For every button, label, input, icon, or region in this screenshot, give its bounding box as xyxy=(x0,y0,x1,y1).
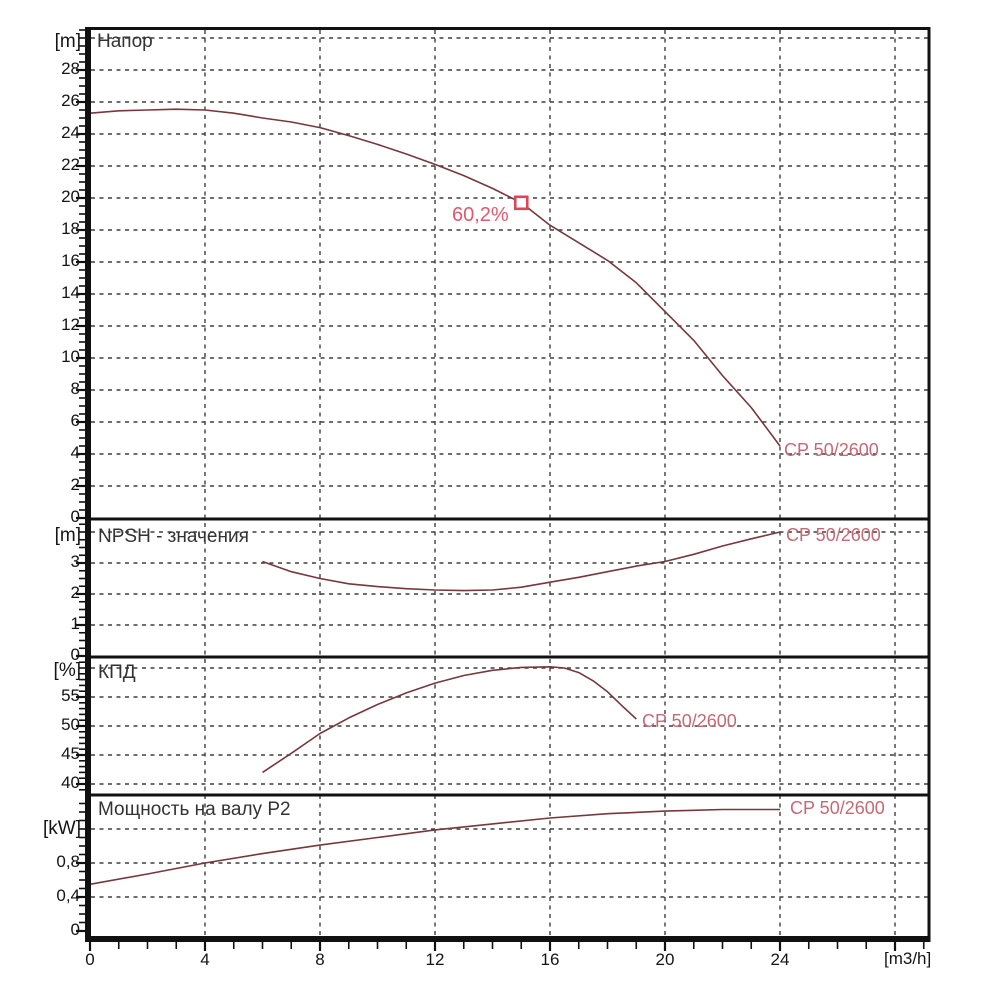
y-axis-bar xyxy=(85,27,91,942)
efficiency-panel-title: КПД xyxy=(98,662,136,683)
head-panel-title: Напор xyxy=(97,31,153,52)
head-curve-label: CP 50/2600 xyxy=(784,440,879,460)
eff-y-tick-label: 55 xyxy=(61,686,80,705)
head-y-tick-label: 28 xyxy=(61,59,80,78)
flow-axis-tick-label: 12 xyxy=(425,950,445,969)
head-y-tick-label: 26 xyxy=(61,91,80,110)
head-y-tick-label: 4 xyxy=(70,443,80,462)
power-axis-unit-label: [kW] xyxy=(43,818,81,839)
head-axis-unit-label: [m] xyxy=(54,31,81,52)
power-panel-title: Мощность на валу P2 xyxy=(98,799,291,820)
flow-axis-tick-label: 20 xyxy=(655,950,675,969)
eff-y-tick-label: 50 xyxy=(61,715,80,734)
npsh-y-tick-label: 0 xyxy=(70,645,80,664)
eff-y-tick-label: 45 xyxy=(61,744,80,763)
head-y-tick-label: 18 xyxy=(61,219,80,238)
head-y-tick-label: 22 xyxy=(61,155,80,174)
npsh-panel-title: NPSH - значения xyxy=(98,526,249,547)
head-y-tick-label: 8 xyxy=(70,379,80,398)
duty-point-efficiency-label: 60,2% xyxy=(452,204,509,226)
efficiency-curve-label: CP 50/2600 xyxy=(642,711,737,731)
p2-y-tick-label: 0,8 xyxy=(56,852,80,871)
npsh-y-tick-label: 2 xyxy=(70,583,80,602)
npsh-y-tick-label: 3 xyxy=(70,552,80,571)
npsh-curve-label: CP 50/2600 xyxy=(786,525,881,545)
flow-axis-tick-label: 24 xyxy=(770,950,790,969)
efficiency-axis-unit-label: [%] xyxy=(53,660,81,681)
npsh-axis-unit-label: [m] xyxy=(54,525,81,546)
head-y-tick-label: 14 xyxy=(61,283,80,302)
flow-axis-tick-label: 4 xyxy=(200,950,210,969)
x-axis-bar xyxy=(85,936,931,942)
head-y-tick-label: 6 xyxy=(70,411,80,430)
head-y-tick-label: 10 xyxy=(61,347,80,366)
npsh-curve xyxy=(262,531,781,592)
duty-point-marker[interactable] xyxy=(513,195,529,211)
flow-axis-tick-label: 16 xyxy=(540,950,560,969)
head-curve xyxy=(89,108,781,447)
head-y-tick-label: 24 xyxy=(61,123,80,142)
head-y-tick-label: 2 xyxy=(70,475,80,494)
npsh-y-tick-label: 1 xyxy=(70,614,80,633)
p2-y-tick-label: 0,4 xyxy=(56,886,80,905)
head-y-tick-label: 12 xyxy=(61,315,80,334)
eff-curve xyxy=(262,665,637,774)
eff-y-tick-label: 40 xyxy=(61,773,80,792)
p2-y-tick-label: 0 xyxy=(70,920,80,939)
head-y-tick-label: 16 xyxy=(61,251,80,270)
flow-axis-tick-label: 0 xyxy=(85,950,95,969)
head-y-tick-label: 20 xyxy=(61,187,80,206)
power-curve-label: CP 50/2600 xyxy=(790,798,885,818)
flow-axis-tick-label: 8 xyxy=(315,950,325,969)
head-y-tick-label: 0 xyxy=(70,507,80,526)
p2-curve xyxy=(89,808,780,886)
flow-axis-unit-label: [m3/h] xyxy=(884,949,932,968)
